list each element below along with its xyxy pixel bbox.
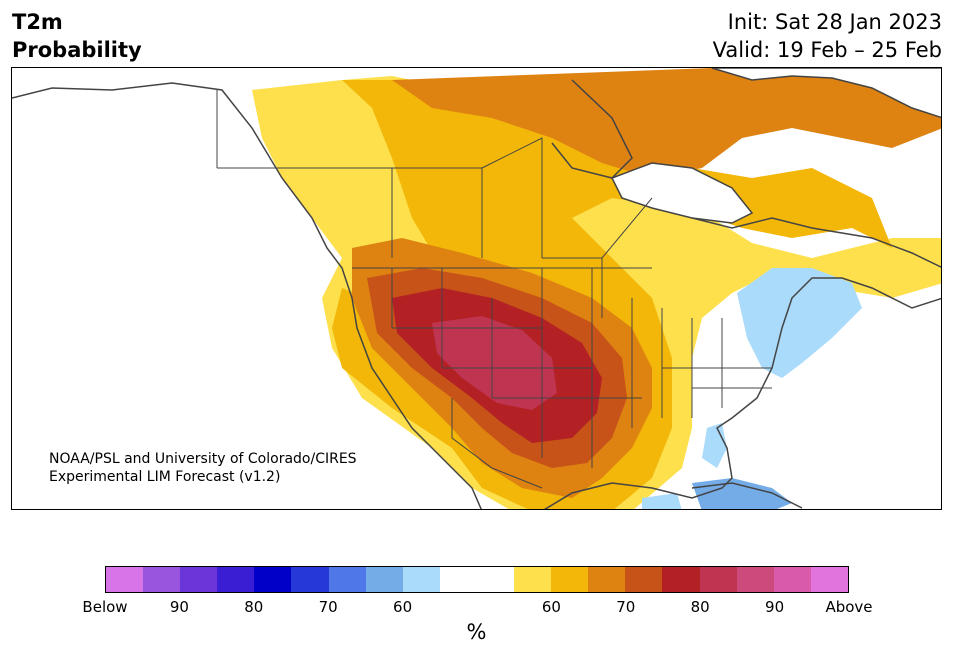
colorbar-ticks: Below 90 80 70 60 60 70 80 90 Above	[82, 598, 872, 618]
colorbar-cell	[180, 567, 218, 592]
colorbar-cell	[254, 567, 292, 592]
colorbar-tick-label: 90	[169, 598, 189, 616]
colorbar-tick-label: 70	[318, 598, 338, 616]
colorbar-cell	[662, 567, 700, 592]
colorbar-tick-label: Above	[825, 598, 873, 616]
title-line-2: Probability	[12, 38, 142, 62]
colorbar-tick-label: 80	[244, 598, 264, 616]
init-date: Init: Sat 28 Jan 2023	[727, 10, 942, 34]
colorbar-cell	[625, 567, 663, 592]
colorbar-cell	[588, 567, 626, 592]
colorbar-cell	[291, 567, 329, 592]
map-title: T2m Probability	[12, 8, 142, 64]
coastline-caribbean	[691, 482, 803, 509]
prob-80-warm-region-north	[392, 68, 941, 178]
colorbar-tick-label: 60	[541, 598, 561, 616]
colorbar-cell	[773, 567, 811, 592]
colorbar-cell	[810, 567, 848, 592]
colorbar-cell	[551, 567, 589, 592]
colorbar-cell	[476, 567, 515, 592]
colorbar-unit-label: %	[466, 620, 487, 644]
valid-date: Valid: 19 Feb – 25 Feb	[712, 38, 942, 62]
colorbar-cell	[439, 567, 477, 592]
prob-cold-region-cuba	[642, 493, 682, 509]
colorbar-cell	[736, 567, 774, 592]
prob-60-cold-region-northeast	[737, 268, 862, 378]
coastline-northeast	[551, 79, 941, 268]
forecast-dates: Init: Sat 28 Jan 2023 Valid: 19 Feb – 25…	[713, 8, 942, 64]
forecast-map	[11, 67, 942, 510]
colorbar-tick-label: 70	[616, 598, 636, 616]
colorbar	[105, 566, 849, 593]
greenland-arctic-water	[711, 68, 941, 119]
colorbar-tick-label: 60	[393, 598, 413, 616]
prob-95-warm-region	[432, 316, 557, 410]
hudson-bay	[610, 162, 754, 224]
colorbar-cell	[402, 567, 440, 592]
colorbar-tick-label: Below	[82, 598, 128, 616]
coastline-east	[543, 277, 941, 509]
colorbar-cell	[365, 567, 403, 592]
prob-60-cold-region-caribbean	[692, 478, 792, 509]
credit-line-1: NOAA/PSL and University of Colorado/CIRE…	[49, 451, 357, 467]
colorbar-cell	[699, 567, 737, 592]
title-line-1: T2m	[12, 10, 63, 34]
colorbar-cell	[514, 567, 552, 592]
colorbar-cell	[143, 567, 181, 592]
coastline-west	[12, 82, 482, 509]
colorbar-tick-label: 90	[765, 598, 785, 616]
credit-line-2: Experimental LIM Forecast (v1.2)	[49, 469, 281, 485]
colorbar-tick-label: 80	[690, 598, 710, 616]
colorbar-cell	[106, 567, 144, 592]
probability-map-svg	[12, 68, 941, 509]
colorbar-cell	[328, 567, 366, 592]
political-borders	[216, 90, 772, 489]
credit-text: NOAA/PSL and University of Colorado/CIRE…	[49, 450, 357, 486]
colorbar-cell	[217, 567, 255, 592]
